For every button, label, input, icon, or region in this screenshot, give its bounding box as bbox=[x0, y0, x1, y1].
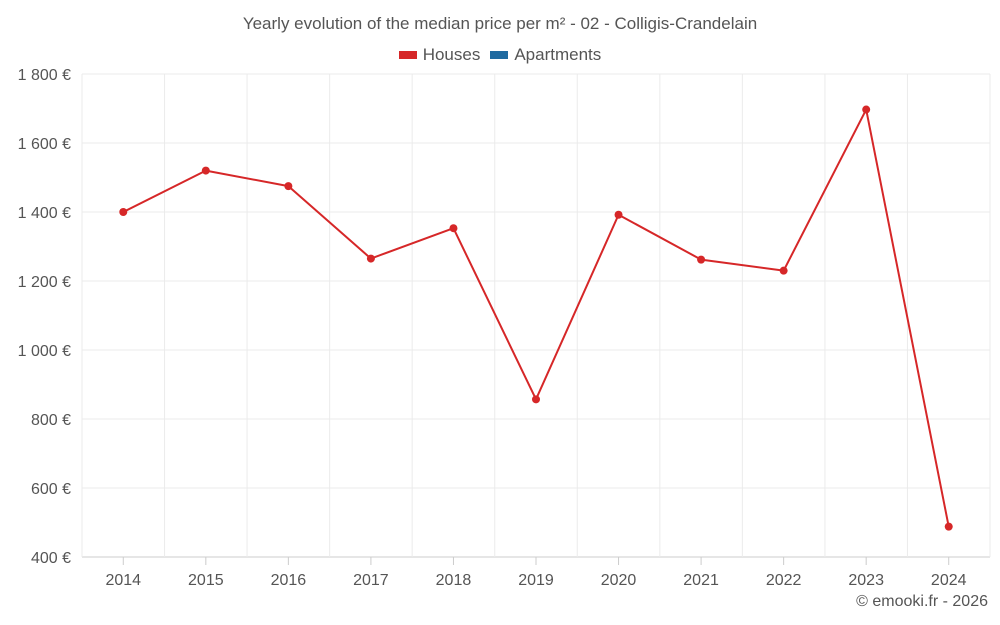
y-tick-label: 1 600 € bbox=[18, 136, 71, 153]
x-tick-label: 2018 bbox=[436, 572, 472, 589]
y-tick-label: 400 € bbox=[31, 550, 71, 567]
x-tick-label: 2015 bbox=[188, 572, 224, 589]
legend: Houses Apartments bbox=[0, 45, 1000, 65]
y-tick-label: 600 € bbox=[31, 481, 71, 498]
x-tick-label: 2014 bbox=[105, 572, 141, 589]
data-point-houses bbox=[284, 182, 293, 191]
data-point-houses bbox=[119, 208, 128, 216]
data-point-houses bbox=[366, 254, 375, 263]
data-point-houses bbox=[944, 522, 953, 531]
x-tick-label: 2017 bbox=[353, 572, 389, 589]
data-point-houses bbox=[449, 224, 458, 233]
x-tick-label: 2022 bbox=[766, 572, 802, 589]
data-point-houses bbox=[614, 210, 623, 219]
x-tick-label: 2023 bbox=[848, 572, 884, 589]
x-tick-label: 2021 bbox=[683, 572, 719, 589]
legend-swatch-apartments bbox=[490, 51, 509, 59]
legend-label-houses: Houses bbox=[422, 45, 481, 64]
y-tick-label: 1 000 € bbox=[18, 343, 71, 360]
legend-label-apartments: Apartments bbox=[514, 45, 602, 64]
y-tick-label: 800 € bbox=[31, 412, 71, 429]
data-point-houses bbox=[862, 105, 871, 114]
y-tick-label: 1 400 € bbox=[18, 205, 71, 222]
legend-item-houses[interactable]: Houses bbox=[398, 45, 481, 65]
legend-item-apartments[interactable]: Apartments bbox=[490, 45, 601, 65]
x-tick-label: 2024 bbox=[931, 572, 967, 589]
legend-swatch-houses bbox=[398, 51, 417, 59]
y-tick-label: 1 800 € bbox=[18, 67, 71, 84]
x-tick-label: 2020 bbox=[601, 572, 637, 589]
data-point-houses bbox=[779, 266, 788, 275]
x-tick-label: 2016 bbox=[271, 572, 307, 589]
data-point-houses bbox=[697, 255, 706, 264]
y-tick-label: 1 200 € bbox=[18, 274, 71, 291]
x-tick-label: 2019 bbox=[518, 572, 554, 589]
data-point-houses bbox=[201, 166, 210, 175]
credit-text: © emooki.fr - 2026 bbox=[856, 593, 988, 610]
data-point-houses bbox=[532, 395, 540, 404]
chart-title: Yearly evolution of the median price per… bbox=[242, 14, 758, 33]
